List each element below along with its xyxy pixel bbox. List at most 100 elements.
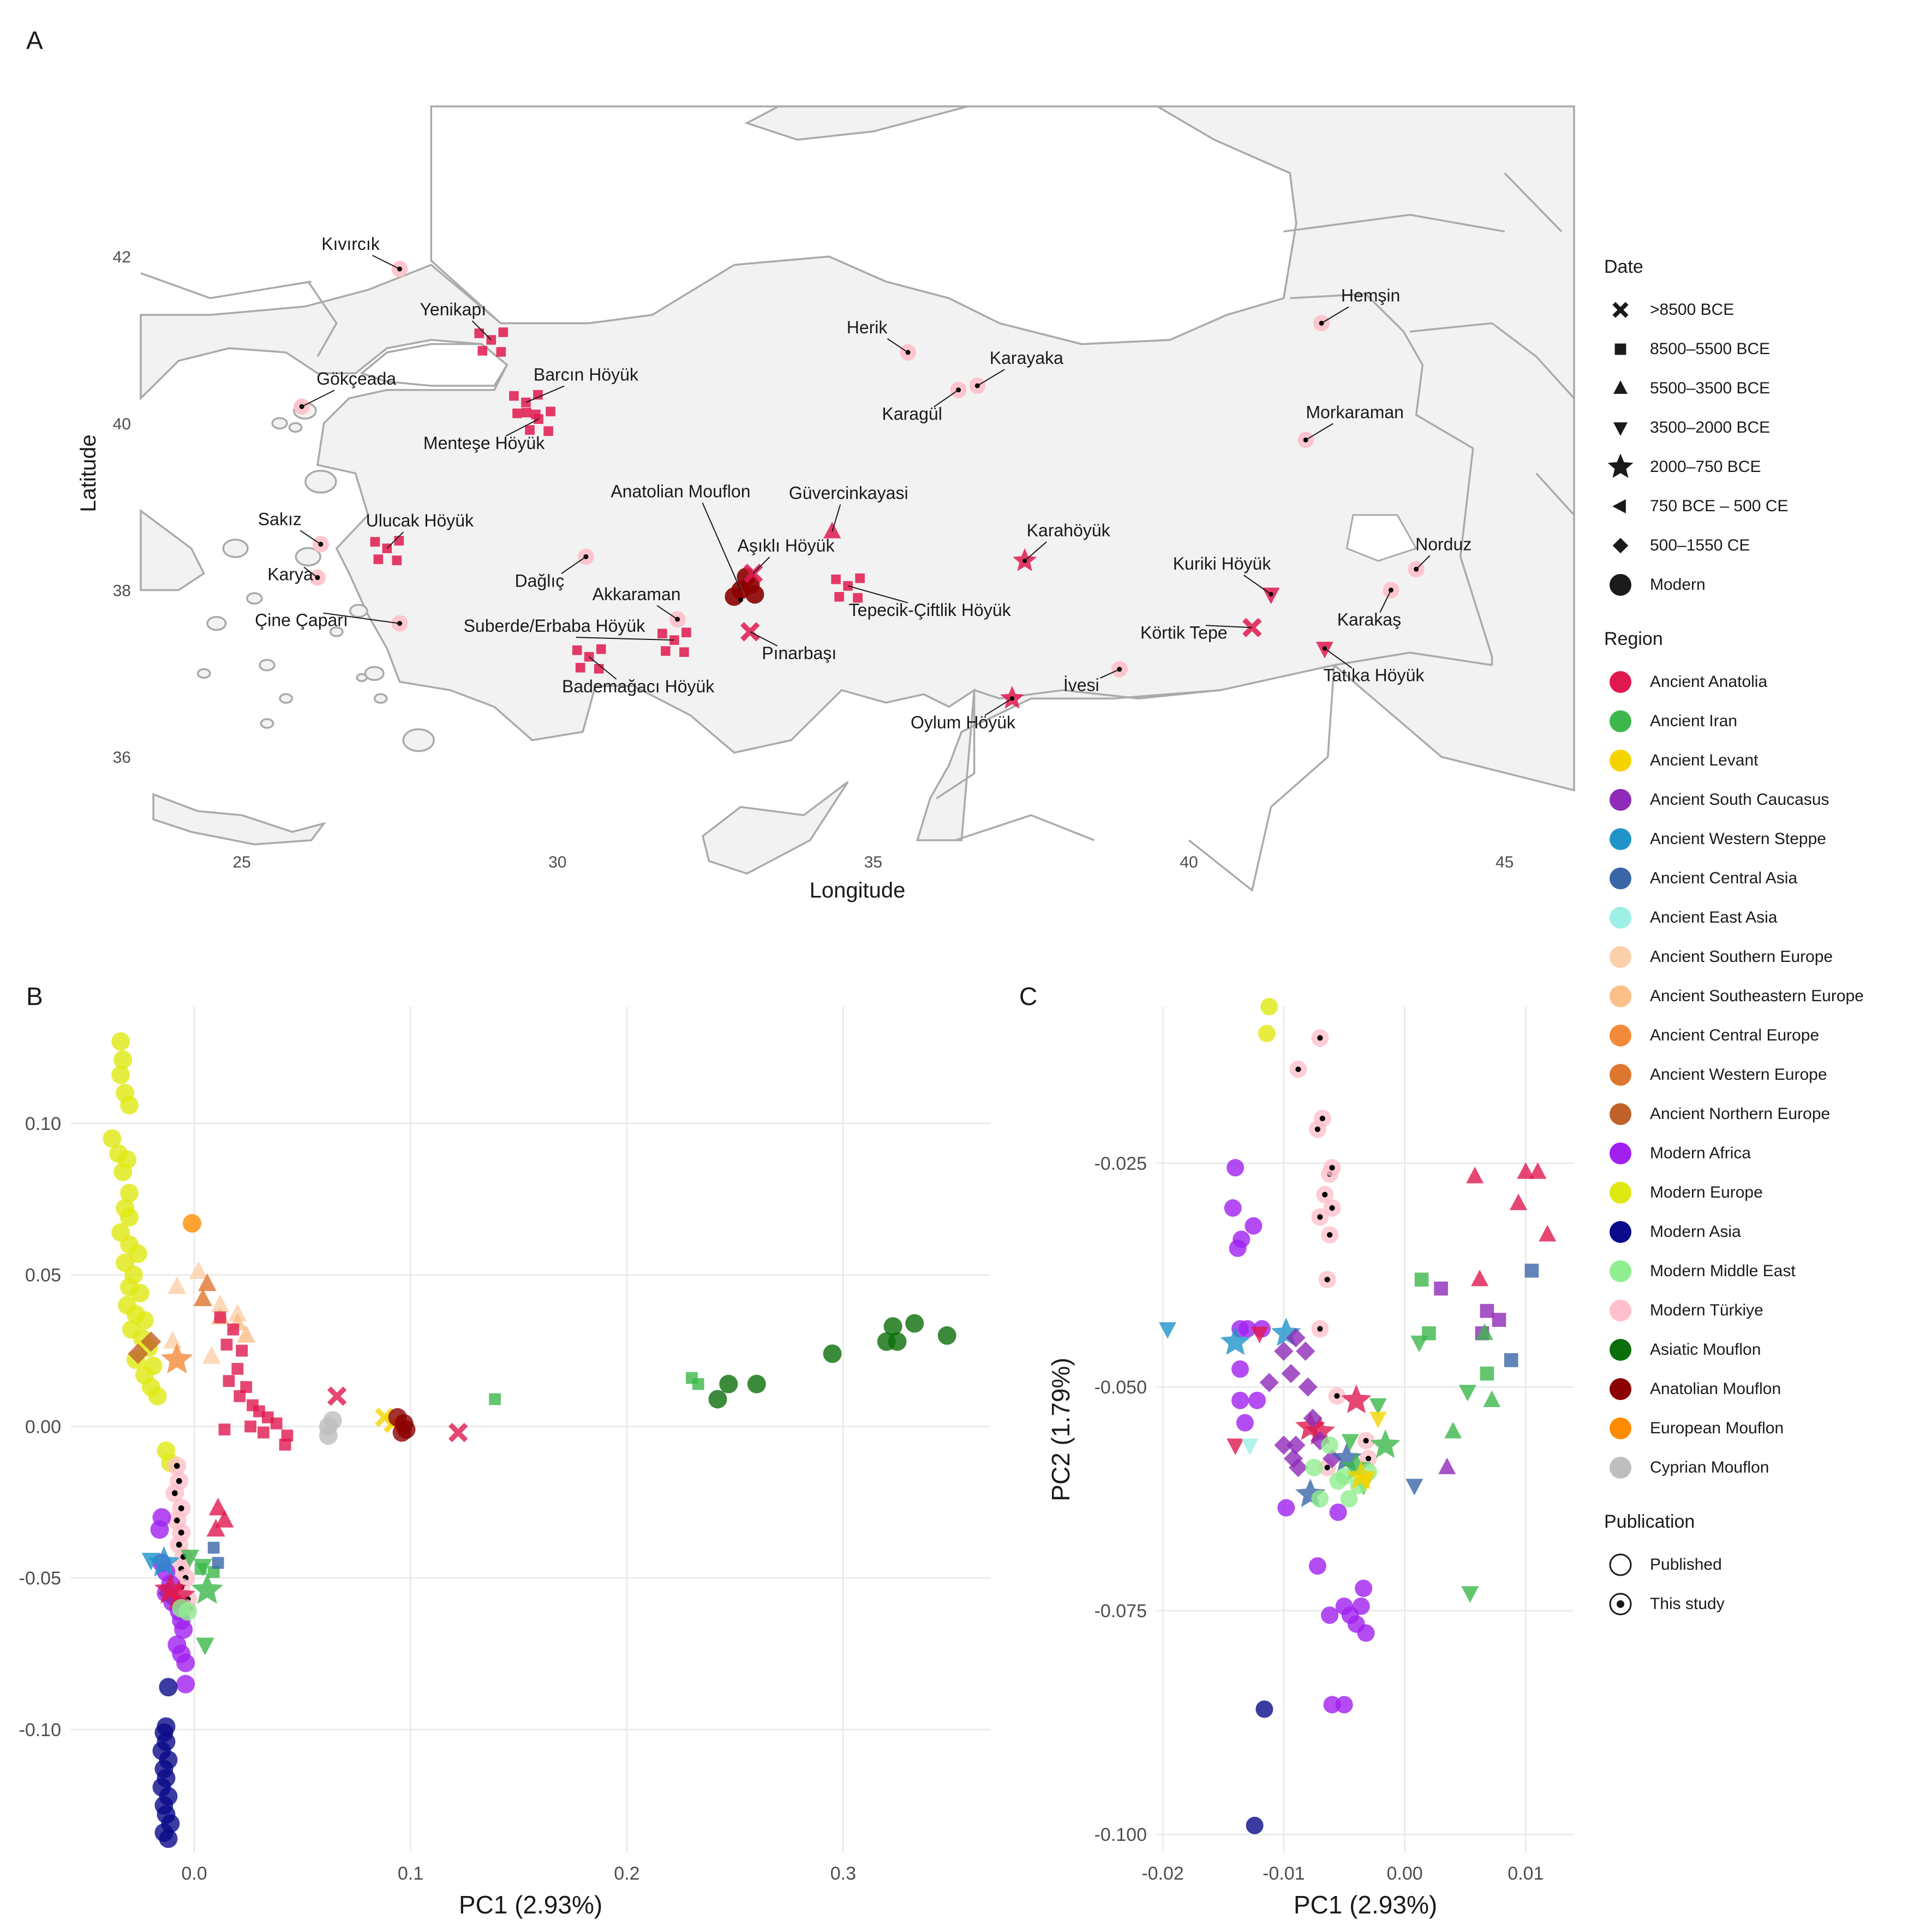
pca-point-dot	[176, 1478, 182, 1484]
region-swatch-icon	[1604, 1058, 1637, 1091]
map-island	[364, 666, 385, 681]
map-site-label: Aşıklı Höyük	[738, 536, 835, 555]
pca-point	[159, 1678, 178, 1697]
pca-point	[1341, 1434, 1359, 1451]
map-site: Tatıka Höyük	[1315, 642, 1425, 685]
pca-point	[181, 1550, 200, 1568]
map-site-label: Gökçeada	[316, 369, 396, 388]
map-site-label: Herik	[847, 318, 888, 337]
map-crete	[152, 793, 327, 846]
map-island	[259, 659, 276, 672]
pca-point	[113, 1162, 133, 1181]
pca-point	[1438, 1457, 1456, 1474]
map-site-label: Anatolian Mouflon	[611, 481, 750, 501]
pca-point	[1231, 1391, 1249, 1409]
legend-region-label: Ancient Central Europe	[1650, 1026, 1820, 1044]
pca-y-tick: -0.100	[1094, 1825, 1147, 1845]
pca-point	[1321, 1606, 1339, 1624]
map-island	[402, 728, 435, 752]
map-y-tick: 40	[113, 415, 131, 433]
map-site-label: Norduz	[1415, 534, 1472, 554]
pca-point	[195, 1637, 214, 1655]
map-border	[1535, 472, 1575, 516]
map-site-marker	[657, 629, 667, 638]
map-site-marker	[394, 536, 404, 546]
map-site-dot	[738, 597, 743, 602]
region-swatch-icon	[1604, 1216, 1637, 1248]
legend-region-label: Modern Europe	[1650, 1183, 1763, 1201]
pca-point	[1480, 1303, 1494, 1318]
map-site-marker	[509, 391, 519, 401]
legend-region-label: Ancient Anatolia	[1650, 673, 1768, 691]
pca-point-dot	[1319, 1115, 1325, 1122]
map-site-leader	[323, 612, 400, 624]
square-icon	[1604, 333, 1637, 366]
map-site-leader	[984, 698, 1013, 716]
map-site-label: Güvercinkayasi	[789, 483, 908, 503]
map-border	[1283, 213, 1505, 233]
pca-point-dot	[178, 1529, 184, 1536]
map-site-marker	[522, 408, 531, 417]
map-site-label: Tatıka Höyük	[1323, 665, 1425, 685]
panel-label-a: A	[26, 26, 43, 55]
pca-point	[1220, 1326, 1251, 1355]
map-site: Aşıklı Höyük	[738, 536, 835, 583]
map-border	[936, 690, 976, 800]
map-x-tick: 35	[864, 853, 882, 871]
region-swatch-icon	[1604, 1451, 1637, 1484]
pca-point	[176, 1674, 195, 1694]
legend-region-item: Ancient East Asia	[1604, 898, 1931, 937]
pca-point	[1475, 1323, 1493, 1340]
pca-point	[120, 1183, 139, 1203]
legend-region-item: Ancient Western Steppe	[1604, 820, 1931, 859]
pca-point	[1229, 1239, 1247, 1257]
map-border	[140, 272, 312, 300]
pca-x-label: PC1 (2.93%)	[1294, 1891, 1437, 1919]
legend-glyph	[1610, 1378, 1631, 1400]
pca-y-tick: 0.05	[25, 1265, 61, 1286]
map-black-sea	[430, 105, 1297, 345]
pca-point	[161, 1343, 193, 1374]
map-sites: Kıvırcık Yenikapı Gökçeada Barcın Höyük Ment…	[255, 234, 1472, 732]
legend-region-label: Anatolian Mouflon	[1650, 1380, 1781, 1398]
pca-point	[327, 1386, 347, 1406]
pca-point	[1305, 1458, 1323, 1476]
pca-x-label: PC1 (2.93%)	[459, 1891, 602, 1919]
map-site-leader	[372, 255, 400, 270]
pca-x-tick: -0.02	[1141, 1863, 1184, 1884]
legend-glyph	[1610, 1300, 1631, 1321]
legend-region-label: Cyprian Mouflon	[1650, 1458, 1769, 1476]
pca-axes: 0.0 0.1 0.2 0.3 -0.10 -0.05 0.00 0.05 0.10 PC1 (2…	[19, 1114, 857, 1919]
legend-glyph	[1613, 380, 1628, 394]
map-site-marker	[512, 408, 522, 418]
pca-point	[148, 1546, 180, 1577]
region-swatch-icon	[1604, 862, 1637, 895]
map-island	[304, 470, 337, 494]
pca-point	[1246, 1816, 1264, 1834]
region-swatch-icon	[1604, 1255, 1637, 1288]
legend-region-item: Modern Europe	[1604, 1173, 1931, 1212]
open-circle-icon	[1604, 1548, 1637, 1581]
pca-point	[1158, 1322, 1176, 1339]
pca-point	[1461, 1586, 1479, 1603]
map-site-leader	[505, 418, 539, 437]
pca-point	[1510, 1193, 1527, 1211]
map-site-marker	[525, 425, 535, 435]
map-site: Dağlıç	[515, 548, 594, 590]
panel-label-b: B	[26, 982, 43, 1010]
map-site-leader	[1305, 423, 1333, 441]
map-site: Ulucak Höyük	[366, 511, 474, 565]
pca-point	[198, 1273, 217, 1291]
legend-region: Region Ancient Anatolia Ancient Iran Ancie…	[1604, 629, 1931, 1487]
legend-glyph	[1610, 1143, 1631, 1164]
triangle-left-icon	[1604, 490, 1637, 523]
map-site: Tepecik-Çiftlik Höyük	[831, 573, 1012, 620]
map-site-leader	[702, 503, 741, 590]
pca-point	[1258, 1025, 1276, 1043]
region-swatch-icon	[1604, 666, 1637, 698]
pca-x-tick: 0.1	[398, 1863, 423, 1884]
legend-glyph	[1610, 1417, 1631, 1439]
pca-point	[1274, 1435, 1294, 1455]
pca-point	[1346, 1461, 1377, 1490]
